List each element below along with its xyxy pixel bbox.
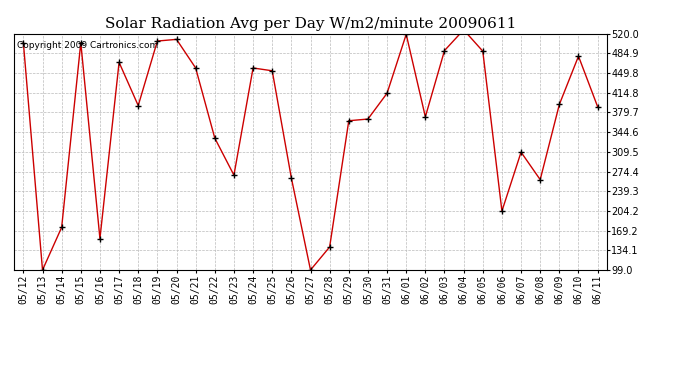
Text: Copyright 2009 Cartronics.com: Copyright 2009 Cartronics.com [17, 41, 158, 50]
Title: Solar Radiation Avg per Day W/m2/minute 20090611: Solar Radiation Avg per Day W/m2/minute … [105, 17, 516, 31]
